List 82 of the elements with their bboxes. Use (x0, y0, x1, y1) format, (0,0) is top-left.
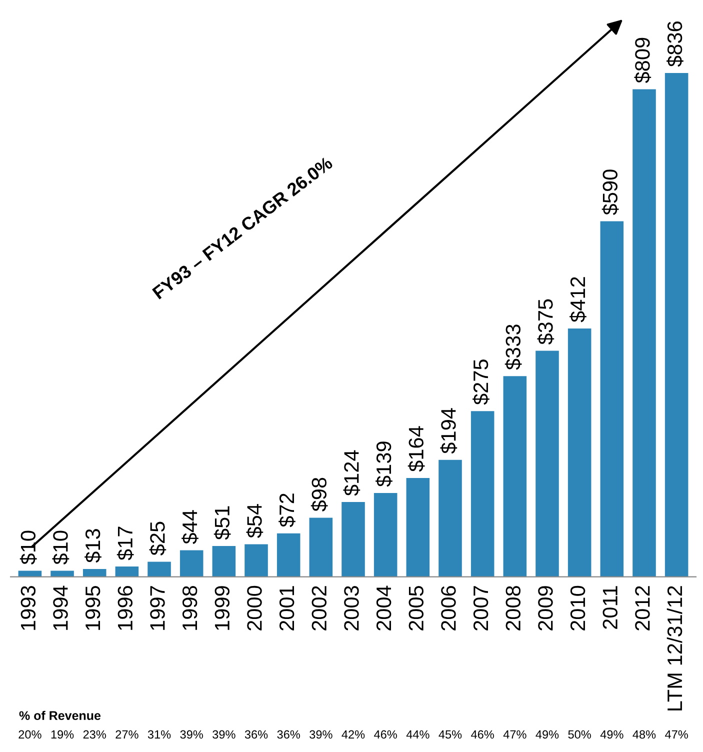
x-tick-label: 2000 (247, 586, 262, 630)
bar (374, 493, 398, 577)
data-label: $412 (570, 277, 586, 322)
bar (438, 460, 462, 577)
text: 47% (503, 730, 526, 739)
bar (276, 533, 300, 577)
data-label: $10 (20, 530, 37, 564)
text: 44% (406, 730, 430, 739)
bar (180, 550, 204, 577)
x-tick-label: 2012 (635, 586, 650, 630)
bar (470, 411, 494, 577)
text: 36% (277, 730, 300, 739)
x-tick-label: 2003 (344, 586, 359, 630)
data-label: $124 (343, 450, 360, 496)
x-tick-label: 2002 (312, 586, 327, 630)
x-tick-label: 1999 (214, 586, 230, 630)
data-label: $590 (602, 170, 619, 215)
bar (632, 89, 656, 577)
bar (503, 376, 527, 577)
x-tick-label: 2007 (473, 586, 488, 630)
text: 42% (342, 730, 365, 739)
text: 19% (51, 730, 74, 739)
text: 31% (148, 730, 171, 739)
text: 36% (244, 730, 268, 739)
data-label: $809 (634, 38, 652, 84)
data-label: $194 (440, 408, 458, 454)
text: 45% (438, 730, 462, 739)
x-tick-label: 1994 (53, 586, 68, 630)
data-label: $375 (537, 299, 554, 345)
x-tick-label: 1996 (118, 586, 133, 630)
bar (664, 73, 688, 577)
x-tick-label: LTM 12/31/12 (666, 586, 682, 710)
bar (115, 566, 139, 577)
text: % of Revenue (19, 710, 101, 720)
text: 27% (116, 730, 138, 739)
bar (342, 502, 365, 577)
text: 39% (212, 730, 236, 739)
text: 47% (665, 730, 688, 739)
x-tick-label: 2004 (376, 586, 392, 630)
x-tick-label: 1997 (150, 586, 165, 630)
bar (244, 544, 268, 577)
data-label: $72 (278, 494, 296, 528)
bar (212, 546, 236, 577)
x-tick-label: 1995 (85, 586, 100, 630)
bar (568, 328, 592, 577)
x-tick-label: 2009 (538, 586, 553, 630)
x-tick-label: 2006 (441, 586, 456, 630)
data-label: $333 (504, 324, 522, 370)
data-label: $17 (116, 526, 134, 560)
x-tick-label: 2010 (570, 586, 586, 630)
data-label: $10 (52, 530, 70, 564)
bar (309, 518, 333, 577)
bar (536, 350, 559, 577)
data-label: $98 (310, 478, 328, 512)
data-label: $54 (246, 504, 264, 538)
x-tick-label: 2001 (279, 586, 294, 630)
text: 46% (471, 730, 494, 739)
text: 39% (180, 730, 203, 739)
text: 46% (374, 730, 397, 739)
bar (406, 478, 430, 577)
text: 20% (18, 730, 42, 739)
data-label: $836 (666, 22, 684, 67)
text: 23% (83, 730, 106, 739)
text: 39% (310, 730, 332, 739)
data-label: $44 (182, 510, 198, 544)
text: 50% (568, 730, 591, 739)
bar (600, 221, 624, 577)
x-tick-label: 2008 (506, 586, 521, 630)
data-label: $25 (149, 522, 166, 556)
bar (148, 562, 171, 577)
text: 48% (632, 730, 656, 739)
data-label: $13 (84, 529, 102, 563)
text: 49% (536, 730, 559, 739)
data-label: $275 (472, 360, 490, 405)
x-tick-label: 2005 (408, 586, 424, 630)
data-label: $139 (376, 442, 392, 487)
x-tick-label: 2011 (602, 586, 618, 629)
data-label: $51 (214, 506, 231, 540)
x-tick-label: 1993 (20, 586, 36, 630)
text: 49% (600, 730, 624, 739)
data-label: $164 (408, 426, 425, 472)
x-tick-label: 1998 (182, 586, 198, 630)
